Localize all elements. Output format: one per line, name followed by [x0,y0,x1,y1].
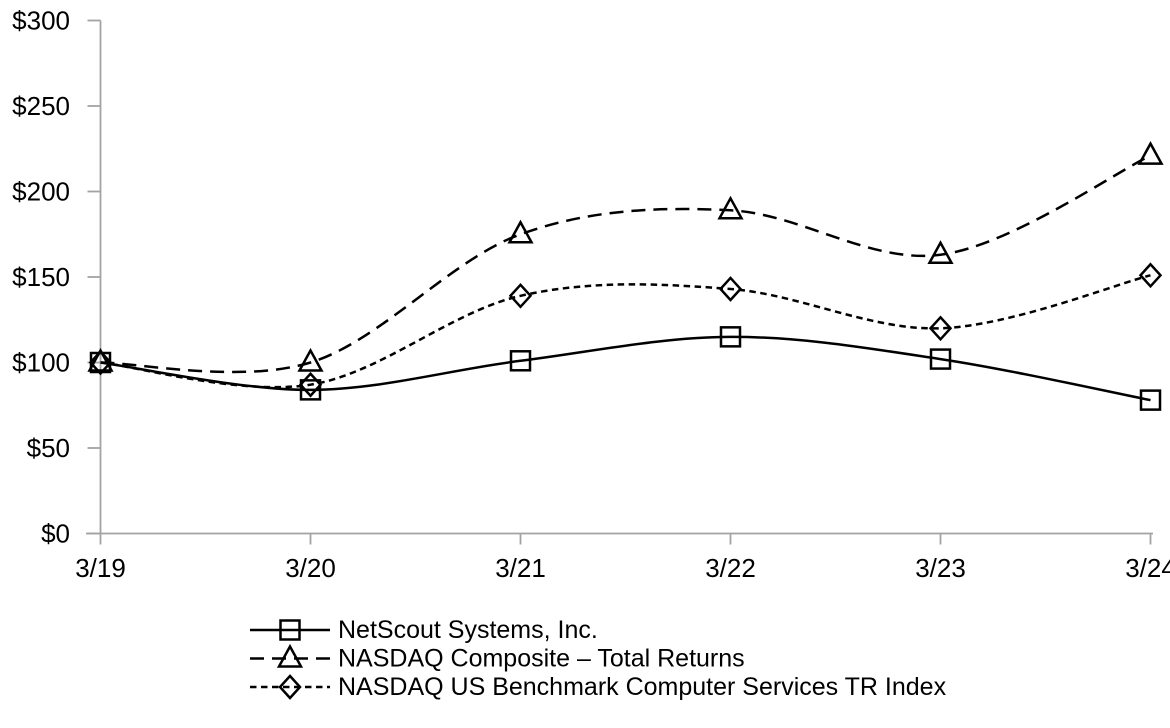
nasdaq-benchmark-series [88,262,1163,398]
y-axis-tick-label: $200 [12,177,70,207]
y-axis-tick-label: $0 [41,519,70,549]
diamond-marker [928,315,953,342]
triangle-marker [507,219,534,244]
y-axis-tick-label: $250 [12,91,70,121]
x-axis-tick-label: 3/22 [705,553,756,583]
y-axis-tick-label: $50 [27,433,70,463]
y-axis-tick-label: $100 [12,348,70,378]
square-marker [719,326,742,348]
y-axis-tick-label: $150 [12,262,70,292]
legend-square-marker [279,619,301,641]
legend-label: NetScout Systems, Inc. [338,616,598,644]
square-marker [509,350,532,372]
legend-item: NASDAQ Composite – Total Returns [250,643,745,673]
netscout-series [89,326,1162,411]
triangle-marker [717,195,744,220]
legend-item: NASDAQ US Benchmark Computer Services TR… [250,673,947,701]
axes: $0 $50 $100 $150 $200 $250 $300 3/19 3/20 3/21 3/2… [12,6,1170,584]
legend-label: NASDAQ US Benchmark Computer Services TR… [338,673,947,701]
x-axis-tick-label: 3/21 [495,553,546,583]
x-axis-tick-label: 3/19 [75,553,126,583]
diamond-marker [1138,262,1163,289]
triangle-marker [1137,140,1164,165]
nasdaq-benchmark-line [100,274,1151,389]
nasdaq-composite-series [87,140,1164,374]
y-axis-tick-label: $300 [12,6,70,36]
diamond-marker [298,371,323,398]
diamond-marker [508,282,533,309]
square-marker [299,379,322,401]
diamond-marker [88,349,113,376]
x-axis-tick-label: 3/24 [1125,553,1170,583]
square-marker [1139,389,1162,411]
legend-diamond-marker [278,674,302,700]
square-marker [929,348,952,370]
nasdaq-composite-line [100,154,1152,374]
diamond-marker [718,276,743,302]
x-axis-tick-label: 3/23 [915,553,966,583]
chart-legend: NetScout Systems, Inc.NASDAQ Composite –… [250,616,947,701]
legend-triangle-marker [276,643,304,668]
netscout-line [100,335,1151,402]
triangle-marker [927,240,954,265]
triangle-marker [87,347,114,372]
legend-item: NetScout Systems, Inc. [250,616,598,644]
triangle-marker [297,347,324,372]
x-axis-tick-label: 3/20 [285,553,336,583]
legend-label: NASDAQ Composite – Total Returns [338,645,745,673]
